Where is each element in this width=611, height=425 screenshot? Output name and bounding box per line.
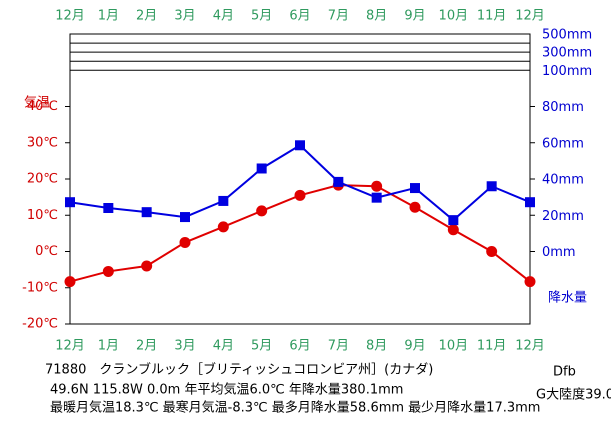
data-point (333, 176, 344, 187)
x-tick-label: 11月 (477, 339, 507, 354)
info-line: 最暖月気温18.3℃ 最寒月気温-8.3℃ 最多月降水量58.6mm 最少月降水… (50, 400, 540, 416)
data-point (525, 197, 535, 208)
x-tick-label: 1月 (98, 9, 119, 24)
x-tick-label: 11月 (477, 9, 507, 24)
x-tick-label: 2月 (136, 339, 157, 354)
data-point (256, 163, 267, 174)
data-point (447, 224, 459, 236)
y-tick-label: 40℃ (27, 99, 58, 114)
data-point (524, 276, 536, 288)
y2-tick-label: 40mm (542, 173, 584, 188)
x-tick-label: 12月 (55, 9, 85, 24)
data-point (256, 205, 268, 217)
x-tick-label: 12月 (55, 339, 85, 354)
data-point (294, 189, 306, 201)
data-point (65, 197, 75, 208)
x-tick-label: 8月 (366, 339, 387, 354)
y-tick-label: -20℃ (22, 317, 58, 332)
data-point (103, 203, 114, 213)
y-tick-label: 0℃ (35, 244, 58, 259)
x-tick-label: 3月 (174, 9, 195, 24)
x-tick-label: 1月 (98, 339, 119, 354)
data-point (218, 195, 229, 206)
station-name: 71880 クランブルック［ブリティッシュコロンビア州］(カナダ) (45, 362, 433, 378)
y2-tick-label: 20mm (542, 209, 584, 224)
y2-tick-label: 300mm (542, 46, 592, 61)
data-point (141, 260, 153, 272)
data-point (486, 181, 497, 192)
y2-tick-label: 0mm (542, 245, 576, 260)
data-point (180, 212, 190, 223)
data-point (102, 265, 114, 277)
x-tick-label: 8月 (366, 9, 387, 24)
y2-tick-label: 60mm (542, 136, 584, 151)
data-point (179, 236, 191, 248)
y-axis-label: 気温 (24, 95, 50, 111)
plot-frame (69, 33, 531, 325)
data-point (371, 180, 383, 192)
y-tick-label: 30℃ (27, 135, 58, 150)
data-point (217, 221, 229, 233)
y-tick-label: 20℃ (27, 172, 58, 187)
x-tick-label: 5月 (251, 339, 272, 354)
data-point (410, 183, 420, 194)
x-tick-label: 6月 (289, 9, 310, 24)
data-point (295, 140, 305, 151)
data-point (486, 246, 498, 257)
x-tick-label: 5月 (251, 9, 272, 24)
data-point (371, 192, 382, 203)
x-tick-label: 4月 (213, 9, 234, 24)
y2-tick-label: 100mm (542, 64, 592, 79)
y2-tick-label: 80mm (542, 100, 584, 115)
x-tick-label: 9月 (404, 9, 425, 24)
x-tick-label: 6月 (289, 339, 310, 354)
y-tick-label: -10℃ (22, 280, 58, 295)
x-tick-label: 7月 (328, 339, 349, 354)
x-tick-label: 3月 (174, 339, 195, 354)
data-point (141, 207, 152, 218)
climate-class: Dfb (553, 365, 576, 380)
info-line: 49.6N 115.8W 0.0m 年平均気温6.0℃ 年降水量380.1mm (50, 382, 403, 398)
x-tick-label: 12月 (515, 9, 545, 24)
series-line (69, 144, 531, 222)
x-tick-label: 2月 (136, 9, 157, 24)
data-point (448, 215, 459, 226)
x-tick-label: 10月 (439, 9, 469, 24)
continentality: G大陸度39.0 (536, 387, 611, 403)
data-point (64, 276, 76, 288)
x-tick-label: 12月 (515, 339, 545, 354)
x-tick-label: 7月 (328, 9, 349, 24)
y2-tick-label: 500mm (542, 28, 592, 43)
y-tick-label: 10℃ (27, 208, 58, 223)
x-tick-label: 4月 (213, 339, 234, 354)
data-point (409, 201, 421, 213)
x-tick-label: 10月 (439, 339, 469, 354)
x-tick-label: 9月 (404, 339, 425, 354)
y2-axis-label: 降水量 (548, 291, 587, 306)
